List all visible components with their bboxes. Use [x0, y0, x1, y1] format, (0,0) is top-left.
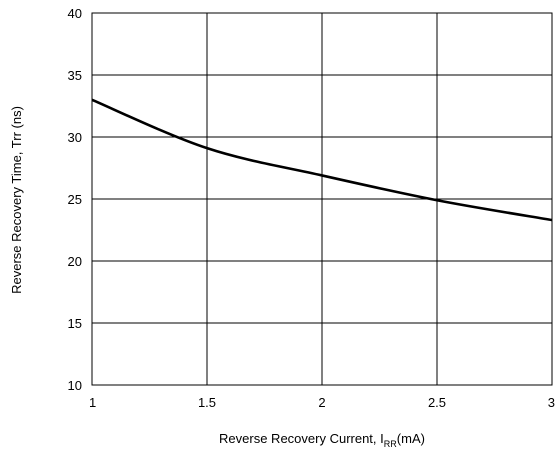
x-tick-label: 3	[548, 395, 555, 410]
x-tick-labels: 1 1.5 2 2.5 3	[89, 395, 555, 410]
series-layer	[91, 98, 553, 222]
x-tick-label: 2	[318, 395, 325, 410]
y-tick-labels: 10 15 20 25 30 35 40	[68, 6, 82, 393]
y-axis-title: Reverse Recovery Time, Trr (ns)	[9, 106, 24, 294]
y-tick-label: 25	[68, 192, 82, 207]
grid	[91, 12, 553, 386]
x-tick-label: 1.5	[198, 395, 216, 410]
x-axis-title-symbol: I	[380, 431, 384, 446]
x-tick-label: 1	[89, 395, 96, 410]
y-tick-label: 20	[68, 254, 82, 269]
y-tick-label: 40	[68, 6, 82, 21]
x-tick-label: 2.5	[428, 395, 446, 410]
y-tick-label: 30	[68, 130, 82, 145]
y-tick-label: 35	[68, 68, 82, 83]
x-axis-title: Reverse Recovery Current, IRR(mA)	[219, 431, 425, 449]
plot-frame	[91, 12, 553, 386]
y-tick-label: 10	[68, 378, 82, 393]
y-tick-label: 15	[68, 316, 82, 331]
x-axis-title-subscript: RR	[384, 439, 397, 449]
x-axis-title-text: Reverse Recovery Current,	[219, 431, 380, 446]
x-axis-title-unit: (mA)	[397, 431, 425, 446]
